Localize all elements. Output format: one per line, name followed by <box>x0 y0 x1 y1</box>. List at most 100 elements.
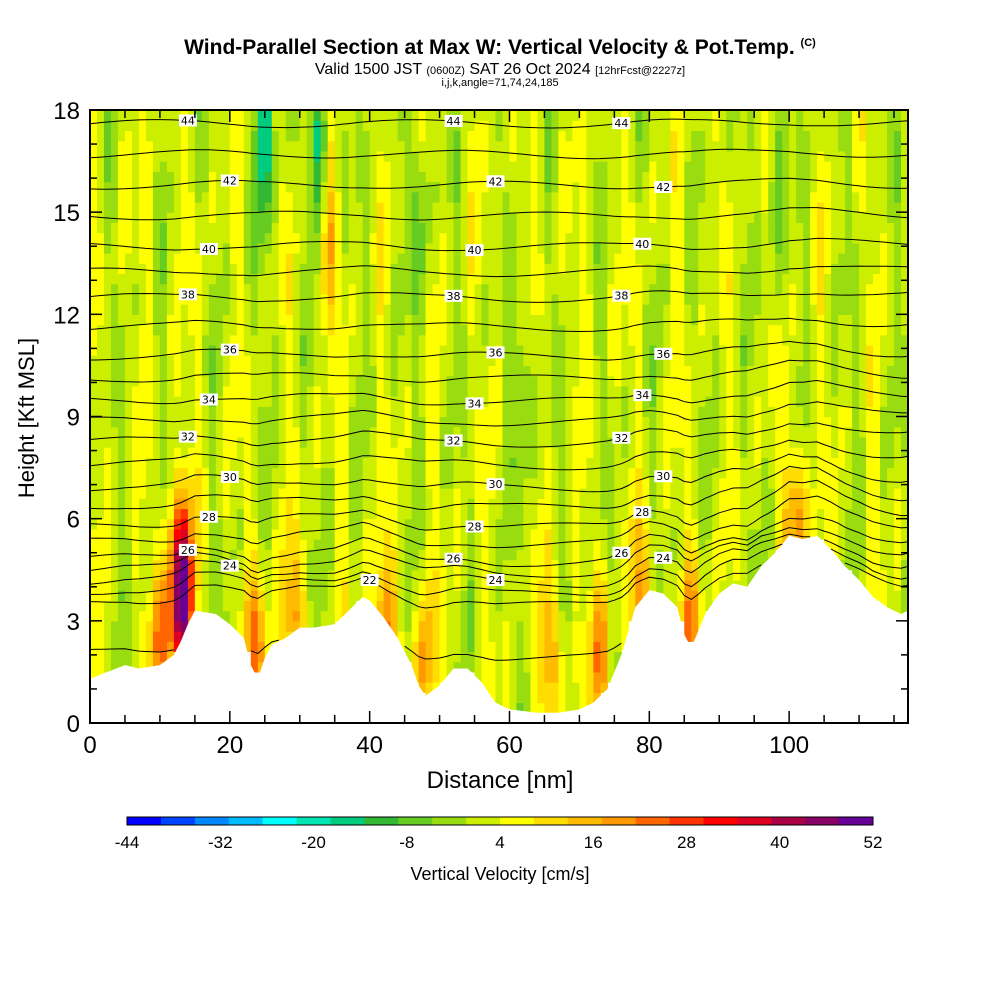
contour-label-24: 24 <box>223 560 237 573</box>
colorbar-swatch <box>839 817 874 825</box>
theta-contour-40 <box>89 237 909 252</box>
terrain-mask <box>90 535 908 723</box>
y-tick-label: 6 <box>67 507 80 534</box>
contour-label-30: 30 <box>656 470 670 483</box>
colorbar-swatch <box>194 817 230 825</box>
contour-label-30: 30 <box>223 471 237 484</box>
colorbar-tick-label: 4 <box>495 833 504 852</box>
colorbar-tick-label: 16 <box>584 833 603 852</box>
colorbar-swatch <box>500 817 535 825</box>
theta-contour-41 <box>89 207 909 221</box>
chart-subtitle-indices: i,j,k,angle=71,74,24,185 <box>441 77 559 89</box>
x-tick-label: 40 <box>356 732 383 759</box>
y-tick-label: 0 <box>67 711 80 738</box>
colorbar-swatch <box>669 817 704 825</box>
contour-label-26: 26 <box>614 547 628 560</box>
theta-contour-26 <box>89 516 909 568</box>
chart-title: Wind-Parallel Section at Max W: Vertical… <box>184 36 816 59</box>
colorbar-swatch <box>805 817 840 825</box>
contour-label-24: 24 <box>489 574 503 587</box>
contour-label-36: 36 <box>223 344 237 357</box>
colorbar-swatch <box>567 817 603 825</box>
colorbar-swatch <box>398 817 433 825</box>
contour-label-30: 30 <box>489 478 503 491</box>
colorbar-swatch <box>432 817 467 825</box>
colorbar-tick-label: 40 <box>770 833 789 852</box>
colorbar-swatch <box>466 817 501 825</box>
theta-contour-24 <box>89 533 909 588</box>
colorbar-tick-label: 52 <box>864 833 883 852</box>
theta-contour-35 <box>89 359 909 383</box>
theta-contour-29 <box>89 465 909 511</box>
colorbar-swatch <box>262 817 298 825</box>
contour-label-44: 44 <box>614 117 628 130</box>
theta-contour-38 <box>89 290 909 303</box>
colorbar-tick-label: 28 <box>677 833 696 852</box>
colorbar-swatch <box>160 817 196 825</box>
colorbar-label: Vertical Velocity [cm/s] <box>410 864 590 884</box>
colorbar-tick-label: -8 <box>399 833 414 852</box>
theta-contour-33 <box>89 401 908 427</box>
theta-contour-28 <box>89 479 909 531</box>
theta-contour-23 <box>89 543 909 597</box>
contour-label-42: 42 <box>223 175 237 188</box>
contour-label-40: 40 <box>202 243 216 256</box>
y-tick-label: 9 <box>67 405 80 432</box>
x-axis-label: Distance [nm] <box>426 767 574 794</box>
colorbar-swatch <box>635 817 671 825</box>
colorbar-tick-label: -20 <box>301 833 326 852</box>
x-tick-label: 100 <box>769 732 809 759</box>
theta-contour-27 <box>89 495 909 549</box>
theta-contour-39 <box>89 265 909 278</box>
contour-label-42: 42 <box>656 181 670 194</box>
y-tick-label: 3 <box>67 609 80 636</box>
contour-label-40: 40 <box>468 244 482 257</box>
contour-label-32: 32 <box>447 435 461 448</box>
chart-subtitle: Valid 1500 JST (0600Z) SAT 26 Oct 2024 [… <box>314 61 686 78</box>
contour-label-34: 34 <box>202 394 216 407</box>
theta-contour-34 <box>89 379 909 406</box>
colorbar-swatch <box>330 817 365 825</box>
contour-labels: 22 24 24 24 26 26 26 28 28 28 30 30 30 32 32 32 34 34 34 36… <box>178 114 673 587</box>
contour-label-26: 26 <box>181 544 195 557</box>
contour-label-28: 28 <box>468 520 482 533</box>
colorbar: -44 -32 -20 -8 4 16 28 40 52 <box>115 816 883 852</box>
y-tick-label: 15 <box>53 200 80 227</box>
contour-label-24: 24 <box>656 552 670 565</box>
contour-label-32: 32 <box>181 431 195 444</box>
theta-contour-31 <box>89 439 909 471</box>
colorbar-frame <box>126 816 874 826</box>
colorbar-tick-label: -44 <box>115 833 140 852</box>
y-tick-label: 12 <box>53 302 80 329</box>
theta-contour-37 <box>89 317 909 333</box>
contour-label-40: 40 <box>635 238 649 251</box>
contour-label-36: 36 <box>656 348 670 361</box>
contour-label-42: 42 <box>489 175 503 188</box>
contour-label-34: 34 <box>635 389 649 402</box>
contour-label-44: 44 <box>181 114 195 127</box>
contour-label-44: 44 <box>447 115 461 128</box>
x-tick-label: 60 <box>496 732 523 759</box>
contour-label-32: 32 <box>614 432 628 445</box>
colorbar-swatch <box>228 817 264 825</box>
theta-contour-43 <box>89 148 909 160</box>
x-tick-label: 80 <box>636 732 663 759</box>
theta-contour-32 <box>89 422 909 448</box>
colorbar-swatch <box>533 817 569 825</box>
colorbar-swatch <box>364 817 399 825</box>
colorbar-swatch <box>127 817 162 825</box>
colorbar-tick-label: -32 <box>208 833 233 852</box>
contour-label-36: 36 <box>489 346 503 359</box>
x-tick-label: 0 <box>83 732 96 759</box>
y-tick-label: 18 <box>53 98 80 125</box>
colorbar-swatch <box>296 817 331 825</box>
colorbar-swatch <box>771 817 806 825</box>
theta-contour-25 <box>89 527 909 578</box>
theta-contour-22 <box>89 562 909 609</box>
contour-label-26: 26 <box>447 553 461 566</box>
vertical-velocity-field <box>90 110 909 714</box>
colorbar-swatch <box>601 817 637 825</box>
colorbar-swatch <box>703 817 738 825</box>
contour-label-38: 38 <box>614 290 628 303</box>
